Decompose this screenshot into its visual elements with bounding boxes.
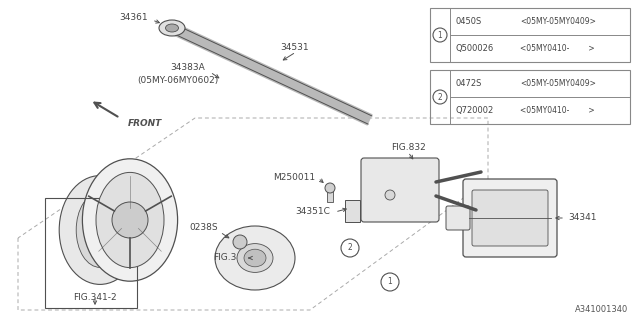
FancyBboxPatch shape [446,206,470,230]
Ellipse shape [215,226,295,290]
Text: <05MY-05MY0409>: <05MY-05MY0409> [520,79,596,88]
Text: FIG.341-2: FIG.341-2 [73,293,117,302]
Circle shape [381,273,399,291]
Text: FIG.832: FIG.832 [390,143,426,153]
Text: 34361: 34361 [120,13,148,22]
Bar [45,198,137,308]
Ellipse shape [237,244,273,272]
Polygon shape [345,200,360,222]
Circle shape [325,183,335,193]
Bar [430,70,630,124]
Text: <05MY0410-        >: <05MY0410- > [520,44,595,53]
Circle shape [233,235,247,249]
Text: 2: 2 [438,92,442,101]
Text: 34351C: 34351C [295,207,330,217]
FancyBboxPatch shape [463,179,557,257]
Text: 0450S: 0450S [455,17,481,26]
Ellipse shape [244,249,266,267]
Bar [327,188,333,202]
Text: 34531: 34531 [281,44,309,52]
Text: FIG.343: FIG.343 [213,253,248,262]
Text: 34383A: 34383A [171,63,205,73]
Text: A341001340: A341001340 [575,305,628,314]
Bar [430,8,630,62]
Ellipse shape [166,24,179,32]
Text: M250011: M250011 [273,173,315,182]
Circle shape [112,202,148,238]
Ellipse shape [76,193,124,268]
Text: (05MY-06MY0602): (05MY-06MY0602) [138,76,219,84]
Ellipse shape [83,159,178,281]
Text: Q720002: Q720002 [455,106,493,115]
Circle shape [385,190,395,200]
Text: 1: 1 [438,30,442,39]
FancyBboxPatch shape [472,190,548,246]
Text: 0472S: 0472S [455,79,481,88]
Text: FRONT: FRONT [128,119,163,128]
FancyBboxPatch shape [361,158,439,222]
Circle shape [341,239,359,257]
Ellipse shape [96,172,164,268]
Circle shape [433,28,447,42]
Circle shape [433,90,447,104]
Text: 34341: 34341 [568,213,596,222]
Text: 2: 2 [348,244,353,252]
Text: <05MY-05MY0409>: <05MY-05MY0409> [520,17,596,26]
Text: 0238S: 0238S [189,223,218,233]
Text: <05MY0410-        >: <05MY0410- > [520,106,595,115]
Text: 1: 1 [388,277,392,286]
Ellipse shape [60,176,141,284]
Text: Q500026: Q500026 [455,44,493,53]
Ellipse shape [159,20,185,36]
